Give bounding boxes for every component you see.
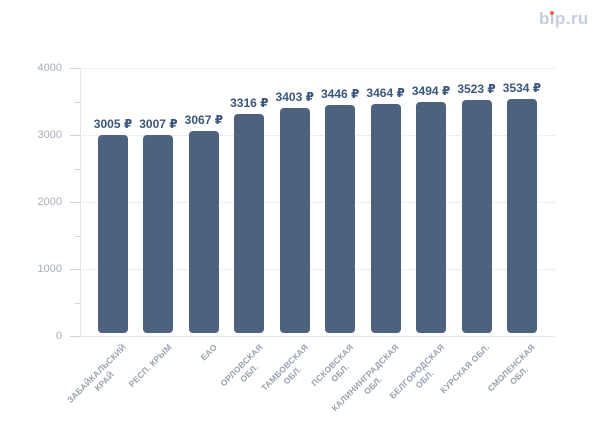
y-major-tick-1000 <box>70 269 80 270</box>
x-axis-label: СМОЛЕНСКАЯ ОБЛ. <box>485 342 538 394</box>
y-minor-tick-500 <box>75 302 80 304</box>
bar-2[interactable] <box>143 134 174 333</box>
y-minor-tick-3500 <box>75 101 80 103</box>
y-axis-label-0: 0 <box>55 330 62 342</box>
bar-value-label: 3316 ₽ <box>230 95 269 110</box>
bar-6[interactable] <box>325 105 356 333</box>
bar-value-label: 3523 ₽ <box>457 81 496 96</box>
gridline-2000 <box>80 202 555 203</box>
y-major-tick-2000 <box>70 202 80 203</box>
y-minor-tick-2500 <box>75 168 80 170</box>
x-axis-label: ЕАО <box>198 342 219 363</box>
logo-accent-dot <box>550 11 555 15</box>
x-axis-label: ТАМБОВСКАЯ ОБЛ. <box>258 342 310 393</box>
y-axis-label-3000: 3000 <box>37 129 62 141</box>
y-major-tick-0 <box>70 336 80 337</box>
y-axis-label-4000: 4000 <box>37 62 62 74</box>
y-axis-line <box>80 68 81 336</box>
bar-value-label: 3464 ₽ <box>366 85 405 100</box>
bar-5[interactable] <box>279 107 310 333</box>
gridline-3000 <box>80 135 555 136</box>
x-axis-label: ЗАБАЙКАЛЬСКИЙ КРАЙ <box>65 342 129 405</box>
bar-7[interactable] <box>370 103 401 333</box>
y-axis-label-1000: 1000 <box>37 263 62 275</box>
y-axis-label-2000: 2000 <box>37 196 62 208</box>
bar-9[interactable] <box>461 99 492 333</box>
bar-value-label: 3403 ₽ <box>275 89 314 104</box>
y-minor-tick-1500 <box>75 235 80 237</box>
bar-value-label: 3005 ₽ <box>93 116 133 131</box>
gridline-1000 <box>80 269 555 270</box>
gridline-4000 <box>80 68 555 69</box>
y-major-tick-4000 <box>70 68 80 69</box>
bar-3[interactable] <box>188 130 219 333</box>
bar-value-label: 3067 ₽ <box>184 112 224 127</box>
bar-1[interactable] <box>98 134 128 333</box>
y-major-tick-3000 <box>70 135 80 136</box>
bar-value-label: 3446 ₽ <box>320 87 360 102</box>
x-axis-line <box>80 336 555 337</box>
bar-4[interactable] <box>234 113 265 333</box>
bip-logo[interactable]: bı p.ru <box>539 9 589 28</box>
bar-value-label: 3007 ₽ <box>139 116 178 131</box>
x-axis-label: РЕСП. КРЫМ <box>126 342 174 390</box>
logo-i-letter: ı <box>549 9 555 28</box>
bar-value-label: 3494 ₽ <box>411 83 451 98</box>
bar-10[interactable] <box>506 99 537 333</box>
bar-value-label: 3534 ₽ <box>502 81 542 96</box>
bar-8[interactable] <box>416 101 447 333</box>
